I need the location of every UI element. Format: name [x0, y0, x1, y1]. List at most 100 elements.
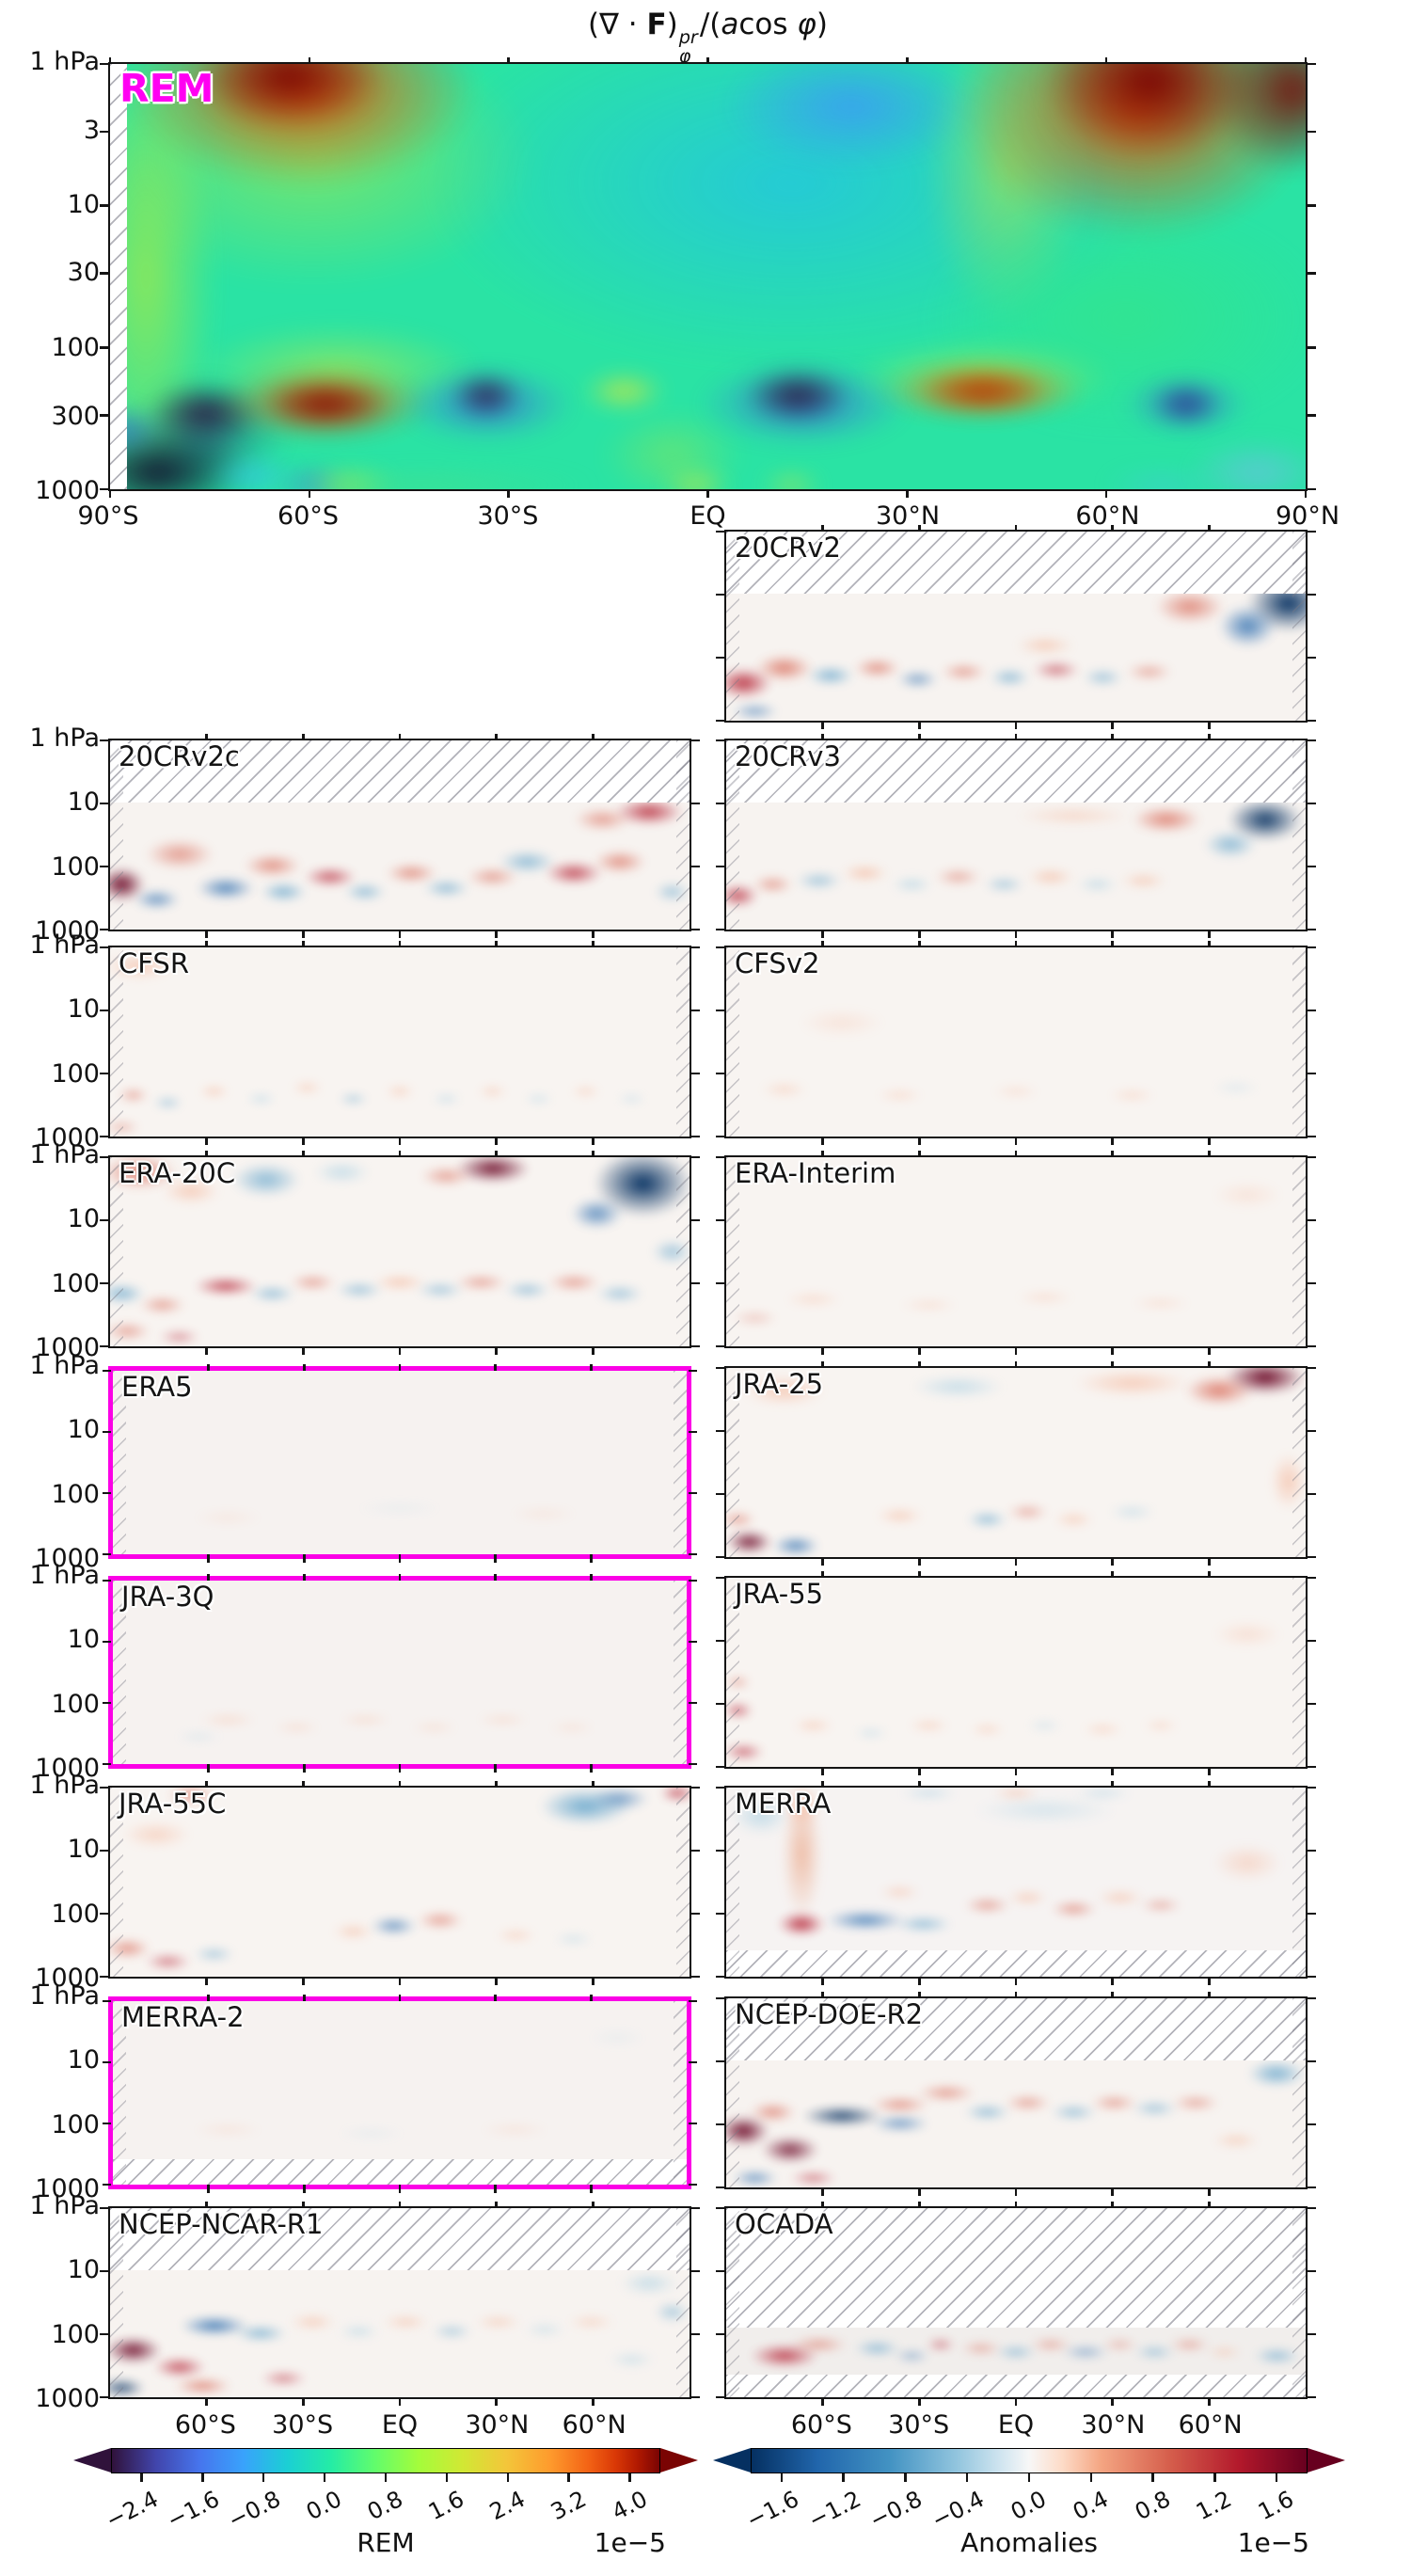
axis-tick [1308, 2186, 1316, 2189]
axis-tick [1308, 130, 1316, 134]
field-blob [1007, 1890, 1048, 1904]
axis-tick [918, 1151, 921, 1157]
field-blob [466, 867, 519, 886]
field-blob [594, 850, 646, 873]
field-20crv2c [110, 803, 690, 930]
axis-tick [716, 1492, 724, 1496]
axis-tick [1308, 928, 1316, 931]
axis-tick [691, 2395, 700, 2399]
axis-tick [207, 1995, 210, 2001]
axis-tick [1308, 1765, 1316, 1769]
field-blob [344, 883, 386, 900]
axis-tick [689, 1430, 697, 1434]
axis-tick [1111, 721, 1114, 729]
axis-tick [1208, 525, 1211, 532]
field-blob [620, 2272, 678, 2296]
field-blob [357, 1501, 443, 1517]
field-blob [990, 668, 1031, 686]
field-blob [1091, 2094, 1138, 2110]
axis-tick [1308, 1975, 1316, 1979]
title-F: F [646, 8, 667, 41]
pressure-tick-label: 1 hPa [29, 1981, 101, 2011]
axis-tick [1208, 941, 1211, 947]
field-blob [339, 1092, 369, 1105]
field-blob [199, 1085, 230, 1097]
field-blob [894, 1916, 953, 1932]
title-slash: /( [699, 8, 721, 41]
field-blob [617, 1092, 646, 1105]
edge-hatch-right [1292, 947, 1306, 1137]
axis-tick [1308, 62, 1316, 66]
axis-tick [398, 930, 402, 938]
field-jra-55c [110, 1788, 690, 1977]
field-blob [110, 953, 174, 980]
rem-annotation: REM [119, 66, 214, 111]
field-blob [912, 1375, 1005, 1399]
axis-tick [592, 2397, 595, 2406]
latitude-tick-label: 30°N [1081, 2410, 1146, 2440]
field-blob [570, 1199, 624, 1230]
axis-tick [689, 2060, 697, 2064]
colorbar-tick-label: 0.4 [1068, 2486, 1113, 2526]
axis-tick [1014, 721, 1018, 729]
axis-tick [302, 1977, 305, 1985]
pressure-tick-label: 100 [51, 1058, 100, 1089]
panel-ncep-ncar-r1: NCEP-NCAR-R1 [100, 2202, 700, 2406]
panel-era5: ERA5 [103, 1364, 697, 1563]
pressure-tick-label: 1 hPa [29, 1351, 101, 1380]
edge-hatch-left [726, 2208, 740, 2397]
axis-tick [716, 2332, 724, 2336]
field-blob [992, 1084, 1039, 1098]
axis-tick [100, 346, 108, 349]
axis-tick [100, 2206, 108, 2210]
field-blob [110, 2336, 163, 2363]
axis-tick [495, 1977, 498, 1985]
axis-tick [303, 1554, 306, 1563]
axis-tick [1308, 2395, 1316, 2399]
panel-title-20crv2c: 20CRv2c [119, 740, 240, 772]
axis-tick [918, 2202, 921, 2208]
axis-tick [691, 1155, 700, 1159]
axis-tick [1111, 1346, 1114, 1355]
axis-tick [918, 1361, 921, 1368]
pressure-tick-label: 100 [51, 1479, 100, 1509]
axis-tick [1308, 204, 1316, 207]
no-data-hatch [726, 1998, 1306, 2061]
field-blob [963, 1897, 1010, 1913]
axis-tick [691, 1344, 700, 1348]
axis-tick [205, 734, 208, 740]
field-blob [660, 1788, 690, 1802]
axis-tick [918, 1977, 921, 1985]
field-blob [651, 1240, 690, 1264]
field-blob [853, 2340, 900, 2356]
field-blob [1172, 2094, 1219, 2110]
axis-tick [1308, 1072, 1316, 1075]
field-blob [1050, 2104, 1098, 2120]
axis-tick [689, 1491, 697, 1495]
axis-tick [716, 593, 724, 596]
axis-tick [906, 57, 909, 64]
field-blob [431, 1092, 461, 1105]
axis-tick [205, 2202, 208, 2208]
axis-tick [1014, 930, 1018, 938]
axis-tick [1308, 1702, 1316, 1706]
edge-hatch-right [1292, 2208, 1306, 2397]
pressure-tick-label: 100 [51, 1899, 100, 1929]
latitude-tick-label: 60°N [1075, 501, 1140, 531]
title-phi: φ [797, 8, 816, 41]
axis-tick [918, 1992, 921, 1998]
field-blob [591, 1788, 649, 1811]
field-blob [926, 2338, 956, 2350]
axis-tick [1308, 1218, 1316, 1222]
axis-tick [495, 2202, 498, 2208]
field-blob [726, 1702, 753, 1718]
axis-tick [398, 1995, 402, 2001]
colorbar-tick-label: −0.8 [224, 2486, 285, 2535]
axis-tick [205, 930, 208, 938]
colorbar-arrow-left [713, 2448, 751, 2473]
axis-tick [821, 1361, 824, 1368]
pressure-tick-label: 10 [67, 189, 100, 219]
axis-tick [507, 57, 510, 64]
panel-title-ncep-doe-r2: NCEP-DOE-R2 [735, 1998, 924, 2030]
axis-tick [1111, 1137, 1114, 1145]
